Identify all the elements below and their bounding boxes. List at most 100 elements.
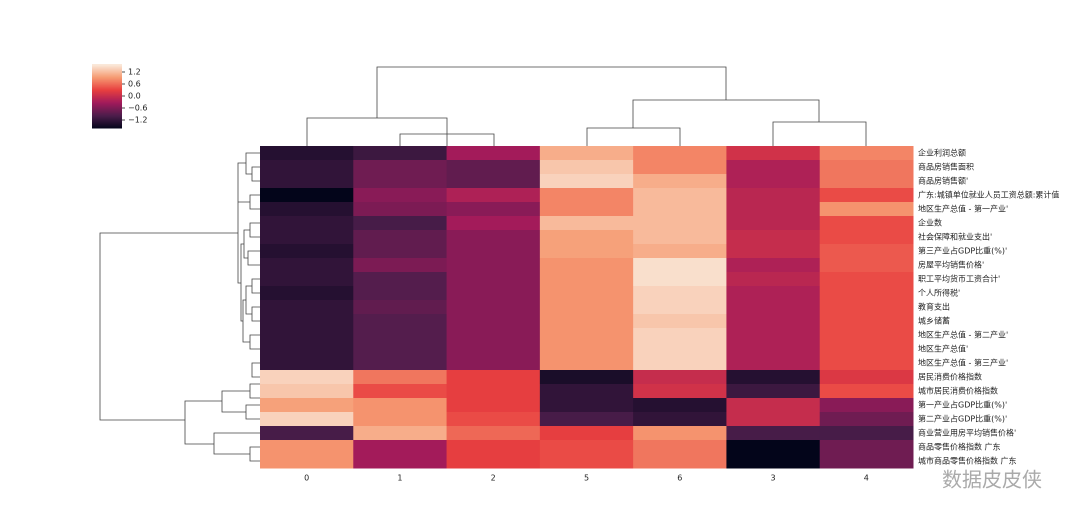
- heatmap-cell: [446, 342, 541, 357]
- colorbar-segment: [92, 74, 122, 76]
- y-tick-label: 商品房销售额': [918, 176, 968, 186]
- heatmap-cell: [446, 272, 541, 287]
- heatmap-cell: [446, 174, 541, 189]
- colorbar-segment: [92, 115, 122, 117]
- heatmap-cell: [260, 160, 354, 175]
- colorbar-segment: [92, 82, 122, 84]
- heatmap-cell: [726, 286, 821, 301]
- heatmap-cell: [633, 440, 727, 455]
- heatmap-cell: [446, 230, 541, 245]
- heatmap-cell: [819, 216, 914, 231]
- x-tick-label: 1: [397, 474, 402, 483]
- colorbar-segment: [92, 72, 122, 74]
- colorbar-segment: [92, 88, 122, 90]
- colorbar-segment: [92, 78, 122, 80]
- heatmap-cell: [353, 356, 448, 371]
- colorbar-tick-label: 0.0: [128, 92, 141, 101]
- heatmap-cell: [819, 370, 914, 385]
- colorbar-segment: [92, 101, 122, 103]
- heatmap-cell: [446, 426, 541, 441]
- colorbar-segment: [92, 91, 122, 93]
- colorbar-segment: [92, 118, 122, 120]
- heatmap-cell: [633, 230, 727, 245]
- colorbar-segment: [92, 90, 122, 92]
- heatmap-cell: [726, 440, 821, 455]
- heatmap-cell: [819, 426, 914, 441]
- colorbar-segment: [92, 119, 122, 121]
- colorbar-segment: [92, 109, 122, 111]
- heatmap-cell: [446, 440, 541, 455]
- colorbar-segment: [92, 76, 122, 78]
- colorbar-segment: [92, 124, 122, 126]
- y-tick-label: 城乡储蓄: [918, 316, 950, 326]
- heatmap-cell: [260, 426, 354, 441]
- heatmap-cell: [819, 342, 914, 357]
- heatmap-cell: [353, 384, 448, 399]
- colorbar-segment: [92, 104, 122, 106]
- heatmap-cell: [446, 188, 541, 203]
- heatmap-cell: [819, 440, 914, 455]
- heatmap-cell: [726, 272, 821, 287]
- heatmap-cell: [633, 356, 727, 371]
- y-tick-label: 商业营业用房平均销售价格': [918, 428, 1016, 438]
- colorbar-segment: [92, 75, 122, 77]
- y-tick-label: 职工平均货币工资合计': [918, 274, 1000, 284]
- y-tick-label: 城市商品零售价格指数 广东: [918, 456, 1017, 466]
- heatmap-cell: [539, 300, 634, 315]
- heatmap-cell: [446, 202, 541, 217]
- colorbar-segment: [92, 68, 122, 70]
- heatmap-cell: [260, 272, 354, 287]
- colorbar-segment: [92, 71, 122, 73]
- heatmap-cell: [260, 328, 354, 343]
- heatmap-cell: [726, 174, 821, 189]
- heatmap-cell: [539, 160, 634, 175]
- heatmap-cell: [539, 202, 634, 217]
- heatmap-cell: [539, 342, 634, 357]
- heatmap-cell: [446, 244, 541, 259]
- heatmap-cell: [353, 216, 448, 231]
- heatmap-cell: [353, 202, 448, 217]
- heatmap-cell: [446, 454, 541, 469]
- heatmap-cell: [726, 356, 821, 371]
- heatmap-cell: [260, 314, 354, 329]
- heatmap-cell: [633, 412, 727, 427]
- heatmap-cell: [819, 314, 914, 329]
- heatmap-cell: [260, 230, 354, 245]
- x-tick-label: 3: [771, 474, 776, 483]
- heatmap-cell: [353, 272, 448, 287]
- heatmap-cell: [260, 258, 354, 273]
- heatmap-cell: [353, 230, 448, 245]
- y-tick-label: 企业数: [918, 218, 942, 228]
- heatmap-cell: [633, 286, 727, 301]
- x-tick-label: 4: [864, 474, 869, 483]
- colorbar-segment: [92, 70, 122, 72]
- heatmap-cell: [446, 216, 541, 231]
- heatmap-cell: [633, 272, 727, 287]
- colorbar-segment: [92, 121, 122, 123]
- heatmap-cell: [260, 454, 354, 469]
- watermark: 数据皮皮侠: [942, 468, 1042, 492]
- colorbar-segment: [92, 80, 122, 82]
- heatmap-cell: [539, 356, 634, 371]
- heatmap-cell: [260, 286, 354, 301]
- colorbar-segment: [92, 94, 122, 96]
- heatmap-cell: [353, 328, 448, 343]
- colorbar-segment: [92, 113, 122, 115]
- heatmap-cell: [260, 300, 354, 315]
- heatmap-cell: [353, 398, 448, 413]
- heatmap-cell: [819, 356, 914, 371]
- heatmap-cell: [446, 286, 541, 301]
- colorbar-segment: [92, 84, 122, 86]
- y-tick-label: 地区生产总值': [918, 344, 968, 354]
- heatmap-cell: [726, 202, 821, 217]
- heatmap-cell: [726, 328, 821, 343]
- heatmap-cell: [726, 398, 821, 413]
- heatmap-cell: [260, 398, 354, 413]
- heatmap-cell: [446, 146, 541, 161]
- heatmap-cell: [819, 286, 914, 301]
- heatmap-cell: [446, 384, 541, 399]
- heatmap-cell: [539, 216, 634, 231]
- heatmap-cell: [819, 230, 914, 245]
- heatmap-cell: [446, 314, 541, 329]
